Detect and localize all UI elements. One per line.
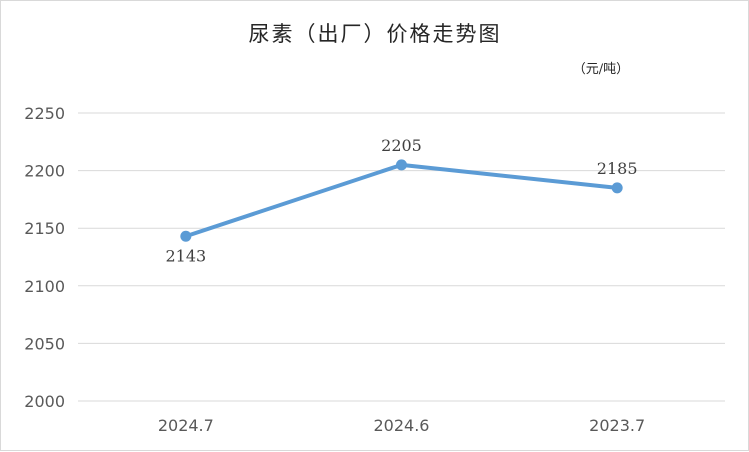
grid-lines [78,112,725,402]
series-layer [180,159,623,242]
data-point [180,230,192,242]
y-axis-ticks: 2250 2200 2150 2100 2050 2000 [24,104,65,411]
x-axis-ticks: 2024.7 2024.6 2023.7 [158,416,645,435]
data-label: 2143 [165,246,206,265]
data-point [611,182,623,194]
y-tick-label: 2200 [24,162,65,181]
x-tick-label: 2023.7 [589,416,645,435]
y-tick-label: 2100 [24,277,65,296]
y-tick-label: 2250 [24,104,65,123]
x-tick-label: 2024.6 [374,416,430,435]
y-tick-label: 2050 [24,334,65,353]
data-labels: 2143 2205 2185 [165,136,637,265]
y-tick-label: 2150 [24,219,65,238]
data-label: 2185 [597,159,638,178]
series-line [183,162,620,239]
data-label: 2205 [381,136,422,155]
x-tick-label: 2024.7 [158,416,214,435]
chart-title: 尿素（出厂）价格走势图 [249,22,502,46]
data-point [396,159,407,171]
unit-label: （元/吨） [573,62,629,77]
y-tick-label: 2000 [24,392,65,411]
